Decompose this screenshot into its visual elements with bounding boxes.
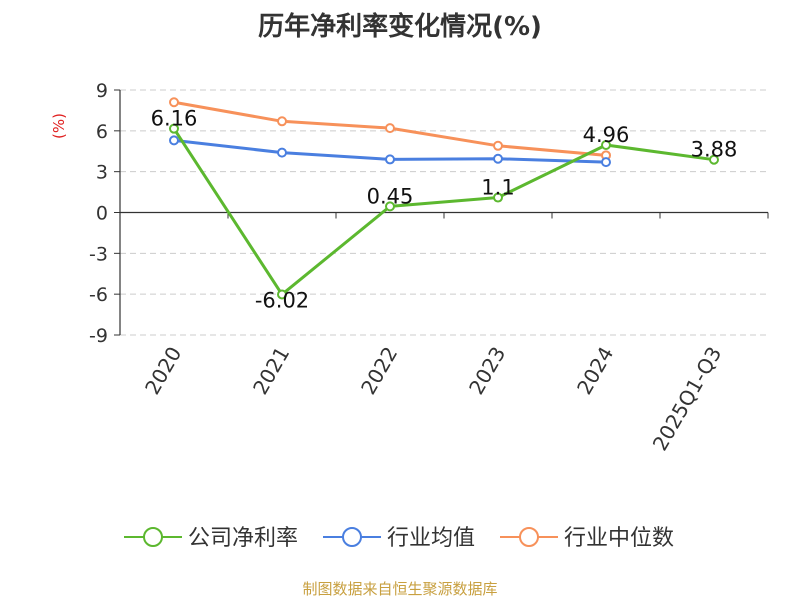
data-label: 4.96 xyxy=(583,123,630,147)
data-source-footer: 制图数据来自恒生聚源数据库 xyxy=(302,580,498,598)
x-tick-label: 2023 xyxy=(464,343,510,399)
y-tick-label: -3 xyxy=(89,243,108,265)
data-label: 6.16 xyxy=(151,107,198,131)
series-point xyxy=(493,140,503,151)
data-label: 0.45 xyxy=(367,184,414,208)
legend-marker-icon xyxy=(342,527,362,547)
series-point xyxy=(709,154,719,165)
legend-label: 行业中位数 xyxy=(564,526,674,551)
y-tick-label: -6 xyxy=(89,284,108,306)
x-tick-label: 2021 xyxy=(248,343,294,399)
series-point xyxy=(169,123,179,134)
series-line xyxy=(172,127,715,296)
series-point xyxy=(385,123,395,134)
series-point xyxy=(493,153,503,164)
series-point xyxy=(277,116,287,127)
series-point xyxy=(493,192,503,203)
y-tick-label: 6 xyxy=(96,121,108,143)
y-tick-label: 9 xyxy=(96,80,108,102)
y-tick-label: 0 xyxy=(96,203,108,225)
x-tick-label: 2024 xyxy=(572,343,618,399)
series-point xyxy=(601,139,611,150)
legend-label: 公司净利率 xyxy=(188,526,298,551)
series-point xyxy=(277,289,287,300)
y-tick-label: 3 xyxy=(96,162,108,184)
y-axis-unit-label: (%) xyxy=(50,113,68,139)
series-point xyxy=(277,147,287,158)
x-tick-label: 2020 xyxy=(140,343,186,399)
series-point xyxy=(385,154,395,165)
series-point xyxy=(601,157,611,168)
legend-label: 行业均值 xyxy=(387,526,475,551)
y-tick-label: -9 xyxy=(89,325,108,347)
legend-marker-icon xyxy=(519,527,539,547)
series-point xyxy=(169,135,179,146)
data-label: 3.88 xyxy=(691,138,738,162)
legend-marker-icon xyxy=(143,527,163,547)
x-tick-label: 2025Q1-Q3 xyxy=(648,343,727,455)
series-point xyxy=(169,97,179,108)
x-tick-label: 2022 xyxy=(356,343,402,399)
data-label: -6.02 xyxy=(255,288,309,312)
series-point xyxy=(385,201,395,212)
chart-title: 历年净利率变化情况(%) xyxy=(258,12,542,42)
data-label: 1.1 xyxy=(481,176,514,200)
